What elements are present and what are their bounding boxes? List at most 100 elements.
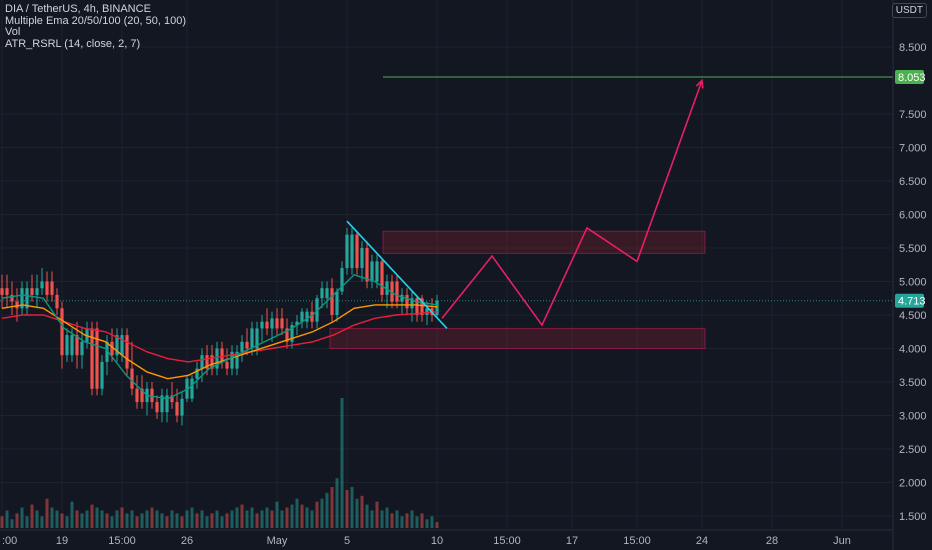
candle-body xyxy=(130,368,134,389)
volume-bar xyxy=(100,510,104,528)
volume-bar xyxy=(165,516,169,528)
candle-body xyxy=(60,308,64,356)
volume-bar xyxy=(235,507,239,528)
candle-body xyxy=(375,261,379,282)
target-price-label: 8.053 xyxy=(898,72,926,84)
time-tick-label: 15:00 xyxy=(623,535,651,547)
time-tick-label: 15:00 xyxy=(493,535,521,547)
candle-body xyxy=(100,361,104,389)
volume-bar xyxy=(330,487,334,528)
volume-bar xyxy=(385,507,389,528)
legend-ema[interactable]: Multiple Ema 20/50/100 (20, 50, 100) xyxy=(5,14,187,27)
candle-body xyxy=(405,294,409,309)
volume-bar xyxy=(0,516,4,528)
volume-bar xyxy=(120,507,124,528)
price-tick-label: 1.500 xyxy=(899,511,927,523)
candle-body xyxy=(135,388,139,403)
volume-bar xyxy=(425,519,429,528)
projection-arrowhead xyxy=(695,78,704,89)
volume-bars xyxy=(0,398,439,528)
volume-bar xyxy=(355,498,359,528)
candle-body xyxy=(10,294,14,302)
legend-volume[interactable]: Vol xyxy=(5,26,21,38)
candle-body xyxy=(340,268,344,292)
candle-body xyxy=(105,341,109,362)
volume-bar xyxy=(405,513,409,528)
volume-bar xyxy=(300,504,304,528)
candle-body xyxy=(290,325,294,342)
candle-body xyxy=(200,355,204,369)
ema20-line xyxy=(1,274,438,400)
candle-body xyxy=(50,281,54,295)
price-tick-label: 3.000 xyxy=(899,411,927,423)
candle-body xyxy=(165,395,169,413)
volume-bar xyxy=(130,510,134,528)
volume-bar xyxy=(345,489,349,528)
volume-bar xyxy=(30,504,34,528)
volume-bar xyxy=(260,510,264,528)
price-tick-label: 5.000 xyxy=(899,277,927,289)
candle-body xyxy=(300,311,304,322)
candle-body xyxy=(345,234,349,269)
candle-body xyxy=(90,328,94,389)
candle-body xyxy=(275,318,279,329)
candle-body xyxy=(415,298,419,315)
candle-body xyxy=(240,341,244,352)
candle-body xyxy=(220,348,224,362)
volume-bar xyxy=(435,522,439,528)
candle-body xyxy=(390,281,394,302)
volume-bar xyxy=(390,513,394,528)
candle-body xyxy=(65,335,69,356)
volume-bar xyxy=(55,510,59,528)
volume-bar xyxy=(335,478,339,528)
price-tick-label: 6.500 xyxy=(899,176,927,188)
candle-body xyxy=(245,341,249,349)
volume-bar xyxy=(155,510,159,528)
candle-body xyxy=(370,261,374,282)
candle-body xyxy=(75,335,79,356)
legend-symbol[interactable]: DIA / TetherUS, 4h, BINANCE xyxy=(5,3,151,15)
price-tick-label: 7.000 xyxy=(899,143,927,155)
volume-bar xyxy=(140,513,144,528)
candle-body xyxy=(20,288,24,309)
legend-atr[interactable]: ATR_RSRL (14, close, 2, 7) xyxy=(5,37,141,50)
resistance-zone xyxy=(382,230,706,254)
time-tick-label: :00 xyxy=(2,535,17,547)
candle-body xyxy=(80,341,84,356)
volume-bar xyxy=(110,516,114,528)
volume-bar xyxy=(65,516,69,528)
time-tick-label: 10 xyxy=(431,535,443,547)
volume-bar xyxy=(400,516,404,528)
candle-body xyxy=(355,234,359,269)
time-tick-label: 19 xyxy=(56,535,68,547)
ema50-line xyxy=(1,304,438,380)
volume-bar xyxy=(95,507,99,528)
volume-bar xyxy=(125,513,129,528)
candle-body xyxy=(120,335,124,356)
volume-bar xyxy=(295,498,299,528)
ema100-line xyxy=(1,310,438,363)
candle-body xyxy=(95,328,99,389)
candle-body xyxy=(15,301,19,309)
candle-body xyxy=(270,318,274,329)
candle-body xyxy=(190,378,194,399)
price-tick-label: 2.000 xyxy=(899,478,927,490)
volume-bar xyxy=(255,513,259,528)
candle-body xyxy=(310,311,314,322)
volume-bar xyxy=(315,501,319,528)
candle-body xyxy=(225,361,229,369)
volume-bar xyxy=(145,510,149,528)
volume-bar xyxy=(185,510,189,528)
volume-bar xyxy=(40,516,44,528)
volume-bar xyxy=(380,510,384,528)
currency-badge[interactable]: USDT xyxy=(891,3,927,18)
candle-body xyxy=(210,355,214,369)
volume-bar xyxy=(205,516,209,528)
volume-bar xyxy=(270,510,274,528)
time-tick-label: 24 xyxy=(696,535,708,547)
candle-body xyxy=(400,294,404,302)
candles xyxy=(0,227,439,426)
